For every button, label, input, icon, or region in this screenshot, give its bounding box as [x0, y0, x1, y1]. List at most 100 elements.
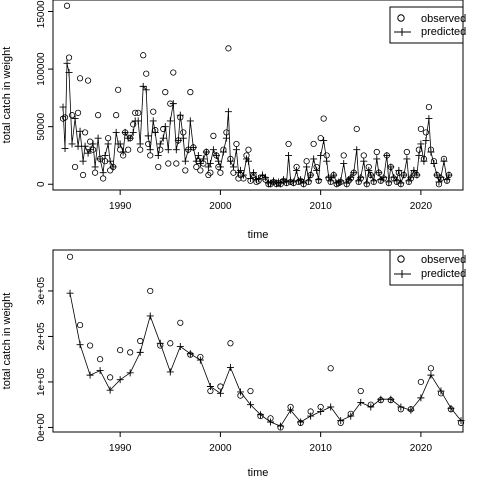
- top-predicted-point: [232, 146, 240, 154]
- top-predicted-point: [380, 173, 388, 181]
- top-observed-point: [71, 163, 79, 171]
- top-predicted-point: [373, 155, 381, 163]
- top-predicted-point: [365, 166, 373, 174]
- top-observed-point: [233, 140, 240, 148]
- top-observed-point: [81, 129, 89, 136]
- top-predicted-point: [206, 160, 214, 168]
- top-predicted-point: [226, 157, 234, 165]
- bottom-predicted-point: [447, 404, 455, 412]
- bottom-predicted-point: [166, 368, 174, 376]
- bottom-predicted-point: [307, 412, 315, 420]
- top-predicted-point: [305, 177, 313, 185]
- top-observed-point: [92, 169, 99, 176]
- top-predicted-point: [121, 128, 129, 136]
- top-predicted-point: [74, 142, 82, 150]
- top-observed-point: [135, 109, 142, 116]
- top-predicted-point: [94, 134, 102, 142]
- top-predicted-point: [350, 169, 358, 177]
- top-observed-point: [403, 148, 410, 156]
- top-predicted-point: [169, 100, 177, 108]
- top-predicted-point: [435, 178, 443, 186]
- top-predicted-point: [400, 171, 408, 179]
- bottom-observed-point: [147, 287, 154, 295]
- top-observed-point: [360, 152, 367, 159]
- bottom-observed-point: [117, 347, 124, 354]
- bottom-predicted-point: [417, 394, 425, 402]
- top-predicted-point: [383, 151, 391, 159]
- top-predicted-point: [112, 128, 120, 136]
- bottom-predicted-point: [176, 342, 184, 350]
- top-predicted-point: [313, 166, 321, 174]
- top-predicted-point: [413, 171, 421, 179]
- bottom-predicted-point: [377, 395, 385, 403]
- bottom-x-tick-label: 1990: [109, 443, 132, 454]
- top-observed-point: [157, 146, 164, 153]
- top-observed-point: [130, 121, 137, 128]
- top-observed-point: [173, 160, 180, 167]
- bottom-legend-predicted-label: predicted: [421, 268, 466, 280]
- bottom-x-tick-label: 2000: [209, 443, 232, 454]
- bottom-observed-point: [177, 319, 184, 326]
- top-predicted-point: [63, 59, 71, 67]
- top-observed-point: [425, 103, 433, 111]
- top-observed-point: [132, 109, 139, 116]
- bottom-predicted-point: [327, 403, 335, 411]
- top-x-tick-label: 1990: [109, 201, 132, 212]
- bottom-observed-point: [97, 356, 104, 363]
- top-x-tick-label: 2000: [209, 201, 232, 212]
- bottom-predicted-point: [357, 398, 365, 406]
- bottom-predicted-point: [196, 356, 204, 364]
- top-predicted-point: [96, 155, 104, 163]
- bottom-predicted-point: [347, 412, 355, 420]
- top-observed-point: [210, 132, 217, 139]
- bottom-observed-point: [86, 342, 94, 349]
- top-y-tick-label: 150000: [36, 0, 47, 28]
- top-observed-point: [320, 115, 327, 122]
- top-observed-point: [245, 146, 252, 153]
- top-predicted-point: [363, 179, 371, 187]
- top-y-tick-label: 0: [36, 181, 47, 187]
- top-predicted-point: [340, 160, 348, 168]
- top-predicted-point: [224, 108, 232, 116]
- top-x-axis-label: time: [248, 229, 269, 240]
- top-predicted-point: [427, 148, 435, 156]
- top-predicted-point: [79, 157, 87, 165]
- top-observed-point: [417, 125, 424, 133]
- top-predicted-point: [174, 136, 182, 144]
- top-predicted-point: [393, 177, 401, 185]
- bottom-predicted-point: [66, 289, 74, 297]
- top-predicted-point: [151, 128, 159, 136]
- bottom-observed-point: [427, 365, 435, 372]
- bottom-predicted-point: [287, 406, 295, 414]
- bottom-predicted-point: [226, 363, 234, 371]
- bottom-observed-point: [167, 340, 174, 347]
- top-predicted-point: [443, 176, 451, 184]
- bottom-y-tick-label: 2e+05: [36, 322, 47, 351]
- top-predicted-point: [323, 157, 331, 165]
- top-observed-point: [61, 114, 69, 121]
- top-predicted-point: [134, 117, 142, 125]
- bottom-panel-chart: 0e+00 1e+05 2e+05 3e+05 1990 2000 2010 2020 ti…: [1, 249, 466, 479]
- top-panel-chart: 0 50000 100000 150000 1990 2000 2010 2020 time…: [1, 0, 466, 240]
- bottom-predicted-point: [277, 422, 285, 430]
- top-observed-point: [143, 70, 150, 77]
- top-predicted-point: [317, 151, 325, 159]
- bottom-predicted-point: [156, 339, 164, 347]
- top-predicted-point: [330, 171, 338, 179]
- top-predicted-point: [320, 136, 328, 144]
- bottom-legend: observed predicted: [389, 249, 466, 286]
- top-predicted-point: [403, 155, 411, 163]
- top-predicted-point: [156, 140, 164, 148]
- bottom-predicted-point: [216, 389, 224, 397]
- top-observed-point: [310, 140, 317, 148]
- bottom-predicted-point: [407, 406, 415, 414]
- top-predicted-point: [61, 145, 69, 153]
- top-predicted-point: [229, 163, 237, 171]
- top-predicted-point: [106, 157, 114, 165]
- bottom-legend-observed-label: observed: [421, 254, 466, 266]
- top-legend-observed-icon: [397, 14, 405, 22]
- top-predicted-point: [212, 151, 220, 159]
- top-predicted-point: [387, 163, 395, 171]
- top-observed-point: [150, 108, 157, 115]
- bottom-predicted-point: [186, 350, 194, 358]
